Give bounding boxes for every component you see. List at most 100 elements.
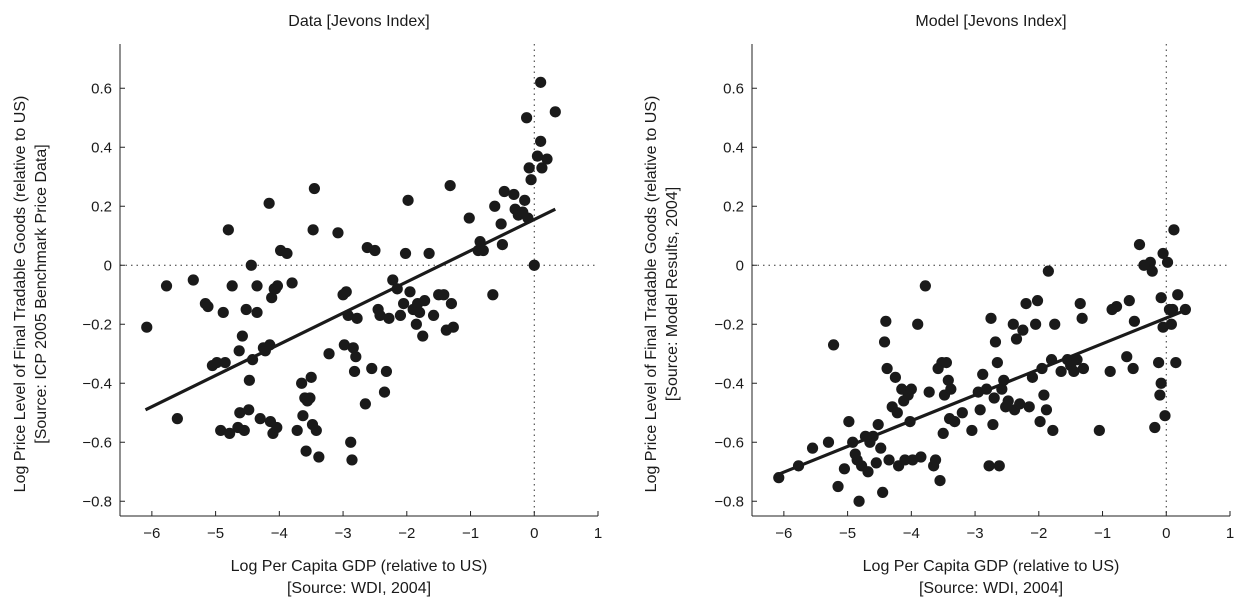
scatter-point — [233, 345, 245, 357]
scatter-point — [291, 424, 303, 437]
scatter-point — [870, 457, 882, 469]
scatter-point — [991, 357, 1003, 369]
scatter-point — [1167, 303, 1179, 316]
scatter-point — [202, 300, 214, 313]
scatter-point — [307, 224, 319, 236]
y-axis-source-label: [Source: Model Results, 2004] — [664, 187, 681, 401]
scatter-point — [1121, 351, 1133, 363]
scatter-point — [912, 318, 924, 330]
scatter-point — [498, 185, 510, 198]
scatter-point — [987, 418, 999, 431]
scatter-point — [937, 427, 949, 439]
scatter-point — [345, 436, 357, 448]
scatter-point — [934, 475, 946, 487]
scatter-point — [346, 454, 358, 466]
scatter-point — [1017, 324, 1029, 336]
scatter-point — [215, 424, 227, 437]
scatter-point — [993, 460, 1005, 472]
scatter-point — [1159, 410, 1171, 422]
scatter-point — [1055, 365, 1067, 378]
scatter-point — [234, 407, 246, 419]
scatter-point — [988, 392, 1000, 404]
y-tick-label: −0.8 — [714, 493, 744, 510]
data-chart-panel: Data [Jevons Index] −6 −5 −4 −3 −2 −1 0 1 −0.8 −0.… — [12, 13, 602, 597]
scatter-point — [410, 318, 422, 330]
scatter-point — [1030, 318, 1042, 330]
scatter-point — [1155, 292, 1167, 304]
scatter-point — [945, 383, 957, 395]
x-tick-label: 0 — [1162, 525, 1170, 542]
scatter-point — [417, 330, 429, 342]
scatter-point — [531, 150, 544, 162]
chart-title: Data [Jevons Index] — [288, 13, 429, 30]
scatter-point — [536, 162, 548, 174]
scatter-point — [1049, 318, 1061, 330]
scatter-point — [891, 407, 903, 419]
scatter-point — [1042, 265, 1054, 277]
scatter-point — [1076, 312, 1088, 324]
scatter-point — [1110, 300, 1123, 313]
scatter-point — [889, 371, 902, 383]
scatter-point — [878, 336, 891, 348]
scatter-point — [296, 377, 308, 389]
scatter-point — [387, 274, 399, 286]
scatter-point — [187, 274, 199, 286]
x-tick-label: −2 — [398, 525, 415, 542]
x-tick-label: −5 — [207, 525, 224, 542]
y-tick-label: 0 — [736, 257, 744, 274]
scatter-point — [1071, 354, 1083, 366]
scatter-point — [880, 315, 892, 327]
scatter-point — [1023, 401, 1035, 413]
scatter-point — [495, 218, 507, 230]
scatter-point — [374, 309, 386, 321]
scatter-point — [1031, 295, 1044, 307]
scatter-point — [1146, 265, 1158, 277]
scatter-point — [838, 463, 851, 475]
y-tick-label: 0 — [104, 257, 112, 274]
y-tick-label: −0.2 — [714, 316, 744, 333]
scatter-point — [1002, 395, 1014, 407]
scatter-point — [528, 259, 540, 271]
scatter-point — [1077, 362, 1090, 375]
scatter-point — [271, 280, 284, 292]
x-tick-label: 1 — [1226, 525, 1234, 542]
x-tick-label: −4 — [903, 525, 920, 542]
x-tick-label: −6 — [775, 525, 792, 542]
scatter-point — [427, 309, 440, 321]
scatter-point — [1168, 224, 1180, 236]
scatter-point — [983, 460, 995, 472]
x-tick-label: −1 — [1094, 525, 1111, 542]
scatter-point — [827, 339, 840, 351]
x-tick-label: −4 — [271, 525, 288, 542]
scatter-point — [323, 348, 335, 360]
scatter-point — [243, 404, 255, 416]
y-axis-label: Log Price Level of Final Tradable Goods … — [643, 96, 660, 493]
scatter-point — [404, 286, 416, 298]
scatter-point — [881, 362, 893, 375]
scatter-point — [1007, 318, 1019, 330]
y-tick-label: −0.6 — [82, 434, 112, 451]
scatter-point — [394, 309, 407, 321]
scatter-point — [419, 295, 431, 307]
scatter-point — [308, 182, 320, 195]
scatter-point — [1040, 404, 1053, 416]
x-tick-label: −3 — [967, 525, 984, 542]
scatter-point — [251, 280, 263, 292]
scatter-point — [1161, 256, 1174, 268]
scatter-point — [1123, 295, 1135, 307]
scatter-point — [915, 451, 927, 463]
scatter-point — [266, 292, 278, 304]
scatter-point — [875, 442, 887, 454]
scatter-point — [348, 365, 361, 378]
scatter-point — [359, 398, 371, 410]
y-tick-label: 0.4 — [723, 139, 744, 156]
x-tick-label: −6 — [143, 525, 160, 542]
scatter-point — [378, 386, 391, 398]
scatter-point — [219, 357, 231, 369]
scatter-point — [398, 298, 410, 310]
y-tick-label: 0.6 — [91, 80, 112, 97]
scatter-point — [905, 383, 917, 395]
scatter-point — [211, 357, 223, 369]
fit-line — [144, 207, 557, 412]
scatter-point — [226, 280, 238, 292]
